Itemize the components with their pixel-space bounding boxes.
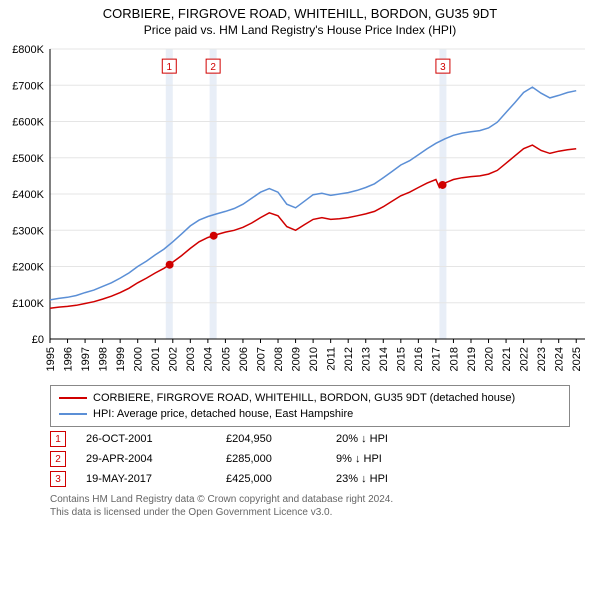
x-tick-label: 2012 [343, 347, 355, 371]
sale-num-box: 2 [50, 451, 66, 467]
x-tick-label: 2024 [554, 347, 566, 371]
x-tick-label: 2008 [273, 347, 285, 371]
sale-num-box: 3 [50, 471, 66, 487]
chart-marker-num: 3 [440, 62, 446, 73]
x-tick-label: 1997 [80, 347, 92, 371]
attribution: Contains HM Land Registry data © Crown c… [50, 493, 570, 519]
x-tick-label: 2006 [238, 347, 250, 371]
x-tick-label: 1998 [97, 347, 109, 371]
title-main: CORBIERE, FIRGROVE ROAD, WHITEHILL, BORD… [0, 6, 600, 21]
sale-price: £425,000 [226, 473, 316, 485]
title-sub: Price paid vs. HM Land Registry's House … [0, 23, 600, 37]
y-tick-label: £100K [12, 298, 44, 310]
y-tick-label: £600K [12, 117, 44, 129]
legend-swatch [59, 413, 87, 415]
sale-row: 3 19-MAY-2017 £425,000 23% ↓ HPI [50, 471, 570, 487]
x-tick-label: 1999 [115, 347, 127, 371]
x-tick-label: 2011 [326, 347, 338, 371]
x-tick-label: 2009 [290, 347, 302, 371]
x-tick-label: 2000 [133, 347, 145, 371]
chart-container: CORBIERE, FIRGROVE ROAD, WHITEHILL, BORD… [0, 0, 600, 519]
y-tick-label: £200K [12, 262, 44, 274]
x-tick-label: 2002 [168, 347, 180, 371]
x-tick-label: 2005 [220, 347, 232, 371]
chart-marker-num: 1 [166, 62, 172, 73]
attribution-line1: Contains HM Land Registry data © Crown c… [50, 493, 570, 506]
legend-label: HPI: Average price, detached house, East… [93, 406, 353, 422]
sale-row: 1 26-OCT-2001 £204,950 20% ↓ HPI [50, 431, 570, 447]
x-tick-label: 2007 [255, 347, 267, 371]
x-tick-label: 2023 [536, 347, 548, 371]
x-tick-label: 2015 [396, 347, 408, 371]
y-tick-label: £500K [12, 153, 44, 165]
sale-dot [439, 181, 447, 189]
title-block: CORBIERE, FIRGROVE ROAD, WHITEHILL, BORD… [0, 0, 600, 39]
x-tick-label: 1996 [62, 347, 74, 371]
x-tick-label: 2013 [361, 347, 373, 371]
x-tick-label: 2021 [501, 347, 513, 371]
legend-swatch [59, 397, 87, 399]
x-tick-label: 2001 [150, 347, 162, 371]
chart-area: £0 £100K £200K £300K £400K £500K £600K £700K £80… [0, 39, 600, 379]
x-tick-label: 2018 [448, 347, 460, 371]
y-tick-label: £0 [32, 334, 44, 346]
x-tick-label: 2010 [308, 347, 320, 371]
x-tick-label: 2003 [185, 347, 197, 371]
x-tick-label: 2004 [203, 347, 215, 371]
legend: CORBIERE, FIRGROVE ROAD, WHITEHILL, BORD… [50, 385, 570, 427]
x-tick-label: 2022 [518, 347, 530, 371]
x-tick-label: 2019 [466, 347, 478, 371]
sale-delta: 20% ↓ HPI [336, 433, 426, 445]
y-tick-label: £800K [12, 44, 44, 56]
line-chart-svg: £0 £100K £200K £300K £400K £500K £600K £700K £80… [0, 39, 600, 379]
sale-row: 2 29-APR-2004 £285,000 9% ↓ HPI [50, 451, 570, 467]
y-tick-label: £400K [12, 189, 44, 201]
sale-date: 19-MAY-2017 [86, 473, 206, 485]
legend-label: CORBIERE, FIRGROVE ROAD, WHITEHILL, BORD… [93, 390, 515, 406]
sale-dot [210, 232, 218, 240]
legend-row: HPI: Average price, detached house, East… [59, 406, 561, 422]
sale-delta: 23% ↓ HPI [336, 473, 426, 485]
sale-price: £204,950 [226, 433, 316, 445]
attribution-line2: This data is licensed under the Open Gov… [50, 506, 570, 519]
sale-date: 29-APR-2004 [86, 453, 206, 465]
x-tick-label: 1995 [45, 347, 57, 371]
sale-dot [166, 261, 174, 269]
x-tick-label: 2020 [483, 347, 495, 371]
x-tick-label: 2025 [571, 347, 583, 371]
x-tick-label: 2016 [413, 347, 425, 371]
y-tick-label: £300K [12, 225, 44, 237]
sale-price: £285,000 [226, 453, 316, 465]
sale-num-box: 1 [50, 431, 66, 447]
sale-marker-table: 1 26-OCT-2001 £204,950 20% ↓ HPI 2 29-APR-200… [50, 431, 570, 487]
chart-marker-num: 2 [210, 62, 216, 73]
sale-delta: 9% ↓ HPI [336, 453, 426, 465]
x-tick-label: 2017 [431, 347, 443, 371]
legend-row: CORBIERE, FIRGROVE ROAD, WHITEHILL, BORD… [59, 390, 561, 406]
sale-date: 26-OCT-2001 [86, 433, 206, 445]
x-tick-label: 2014 [378, 347, 390, 371]
y-tick-label: £700K [12, 80, 44, 92]
